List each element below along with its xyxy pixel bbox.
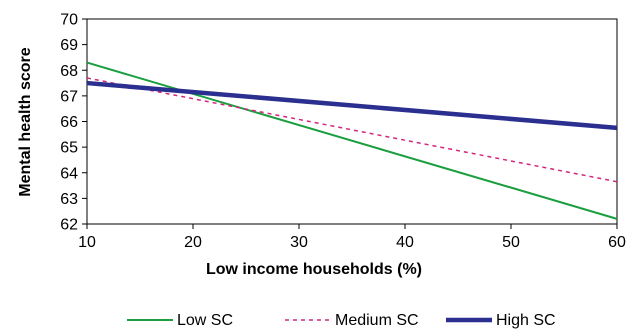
y-tick-label: 63: [60, 191, 78, 208]
x-tick-label: 20: [184, 234, 202, 251]
y-tick-label: 67: [60, 88, 78, 105]
y-tick-label: 66: [60, 114, 78, 131]
x-axis-ticks: 10 20 30 40 50 60: [78, 224, 626, 251]
x-tick-label: 60: [608, 234, 626, 251]
legend-label-high-sc: High SC: [496, 312, 556, 329]
y-tick-label: 65: [60, 140, 78, 157]
y-axis-title: Mental health score: [17, 47, 34, 196]
series-line-medium-sc: [86, 77, 618, 183]
y-tick-label: 62: [60, 217, 78, 234]
x-tick-label: 50: [502, 234, 520, 251]
x-tick-label: 30: [290, 234, 308, 251]
series-lines: [86, 61, 618, 220]
y-tick-label: 70: [60, 12, 78, 29]
x-axis-title: Low income households (%): [206, 261, 422, 278]
legend-label-low-sc: Low SC: [177, 312, 233, 329]
legend-label-medium-sc: Medium SC: [335, 312, 419, 329]
y-tick-label: 69: [60, 37, 78, 54]
y-tick-label: 68: [60, 63, 78, 80]
x-tick-label: 10: [78, 234, 96, 251]
y-axis-ticks: 62 63 64 65 66 67 68 69 70: [60, 12, 87, 234]
y-tick-label: 64: [60, 165, 78, 182]
series-line-high-sc: [86, 80, 618, 131]
x-tick-label: 40: [396, 234, 414, 251]
legend: Low SC Medium SC High SC: [127, 312, 556, 329]
